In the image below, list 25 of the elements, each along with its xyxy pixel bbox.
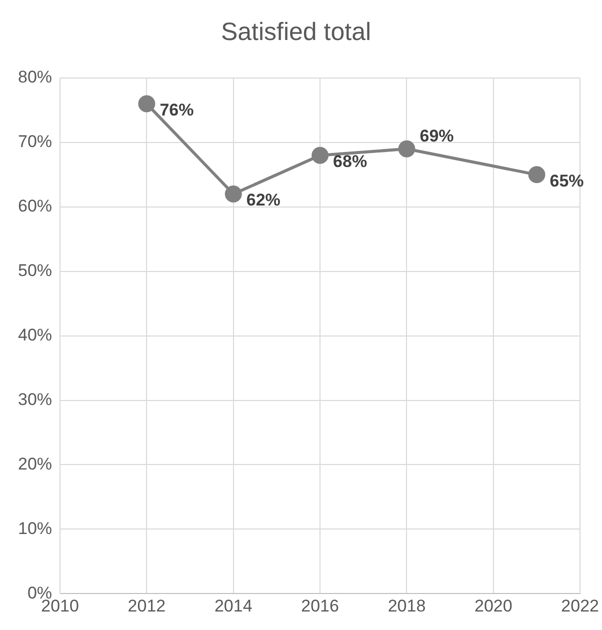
y-tick-label: 80% xyxy=(18,68,52,87)
y-tick-label: 70% xyxy=(18,132,52,152)
data-label: 69% xyxy=(420,126,454,146)
x-tick-label: 2020 xyxy=(474,596,512,616)
y-tick-label: 50% xyxy=(18,261,52,280)
point xyxy=(224,186,242,203)
x-tick-label: 2022 xyxy=(561,596,600,616)
y-tick-label: 40% xyxy=(18,325,52,344)
x-tick-label: 2016 xyxy=(301,596,339,616)
data-label: 62% xyxy=(246,190,280,210)
y-tick-label: 20% xyxy=(18,454,52,474)
y-tick-label: 60% xyxy=(18,196,52,216)
point xyxy=(138,95,156,112)
x-tick-label: 2014 xyxy=(214,596,252,616)
data-label: 65% xyxy=(550,171,584,190)
x-tick-label: 2012 xyxy=(128,596,166,616)
chart-title: Satisfied total xyxy=(220,18,372,46)
point xyxy=(528,166,546,184)
y-tick-label: 10% xyxy=(18,518,52,538)
data-label: 68% xyxy=(333,152,368,172)
point xyxy=(398,140,416,158)
y-tick-label: 30% xyxy=(18,390,52,409)
point xyxy=(312,146,329,164)
data-label: 76% xyxy=(160,100,194,120)
x-tick-label: 2018 xyxy=(388,596,426,616)
